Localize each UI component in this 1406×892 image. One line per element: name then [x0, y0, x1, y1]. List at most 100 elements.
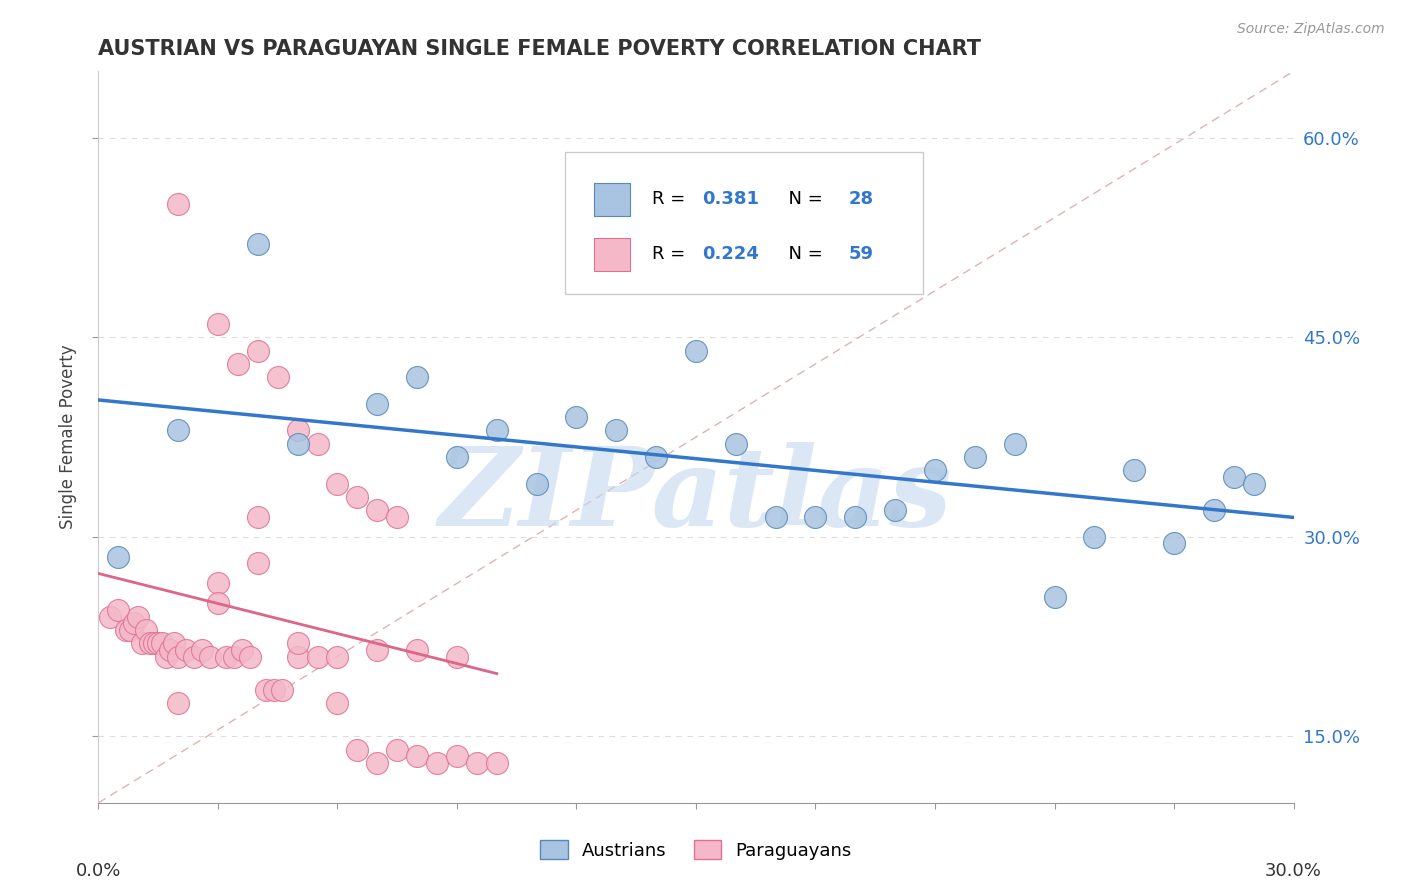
Text: AUSTRIAN VS PARAGUAYAN SINGLE FEMALE POVERTY CORRELATION CHART: AUSTRIAN VS PARAGUAYAN SINGLE FEMALE POV…	[98, 38, 981, 59]
FancyBboxPatch shape	[565, 152, 924, 294]
Point	[287, 424, 309, 438]
Point	[685, 343, 707, 358]
Point	[155, 649, 177, 664]
Point	[366, 643, 388, 657]
Point	[159, 643, 181, 657]
Text: R =: R =	[652, 245, 690, 263]
Text: 0.0%: 0.0%	[76, 862, 121, 880]
Point	[148, 636, 170, 650]
Legend: Austrians, Paraguayans: Austrians, Paraguayans	[533, 833, 859, 867]
Point	[246, 343, 269, 358]
Point	[124, 616, 146, 631]
Point	[143, 636, 166, 650]
Point	[307, 649, 329, 664]
Point	[1243, 476, 1265, 491]
Point	[115, 623, 138, 637]
Point	[246, 557, 269, 571]
Point	[465, 756, 488, 770]
Point	[1083, 530, 1105, 544]
Point	[287, 636, 309, 650]
Point	[107, 549, 129, 564]
Text: Source: ZipAtlas.com: Source: ZipAtlas.com	[1237, 22, 1385, 37]
Point	[207, 596, 229, 610]
Point	[804, 509, 827, 524]
Point	[270, 682, 292, 697]
Point	[485, 424, 508, 438]
Point	[167, 197, 190, 211]
Point	[246, 509, 269, 524]
Point	[924, 463, 946, 477]
Point	[263, 682, 285, 697]
Point	[307, 436, 329, 450]
Point	[239, 649, 262, 664]
Text: R =: R =	[652, 190, 690, 209]
Point	[366, 397, 388, 411]
Point	[139, 636, 162, 650]
Text: ZIPatlas: ZIPatlas	[439, 442, 953, 549]
Point	[120, 623, 142, 637]
Point	[1004, 436, 1026, 450]
Point	[191, 643, 214, 657]
Point	[183, 649, 205, 664]
Point	[150, 636, 173, 650]
Point	[326, 476, 349, 491]
Point	[1163, 536, 1185, 550]
Point	[406, 749, 429, 764]
Text: N =: N =	[778, 245, 828, 263]
Point	[215, 649, 238, 664]
Point	[198, 649, 221, 664]
Point	[174, 643, 197, 657]
Point	[222, 649, 245, 664]
Point	[167, 649, 190, 664]
Point	[254, 682, 277, 697]
Point	[167, 424, 190, 438]
Point	[207, 576, 229, 591]
Point	[346, 742, 368, 756]
Point	[844, 509, 866, 524]
Point	[246, 237, 269, 252]
Point	[724, 436, 747, 450]
Point	[167, 696, 190, 710]
Point	[226, 357, 249, 371]
Text: 0.224: 0.224	[702, 245, 759, 263]
Point	[127, 609, 149, 624]
Point	[366, 503, 388, 517]
Point	[605, 424, 627, 438]
Point	[326, 649, 349, 664]
Point	[131, 636, 153, 650]
Text: 59: 59	[849, 245, 875, 263]
Point	[163, 636, 186, 650]
Point	[406, 643, 429, 657]
Point	[1043, 590, 1066, 604]
Point	[446, 450, 468, 464]
Point	[287, 436, 309, 450]
Point	[385, 742, 409, 756]
Point	[287, 649, 309, 664]
Point	[485, 756, 508, 770]
Point	[135, 623, 157, 637]
Point	[765, 509, 787, 524]
Point	[565, 410, 588, 425]
Point	[1123, 463, 1146, 477]
Point	[366, 756, 388, 770]
Y-axis label: Single Female Poverty: Single Female Poverty	[59, 345, 77, 529]
Text: 0.381: 0.381	[702, 190, 759, 209]
Point	[645, 450, 668, 464]
Point	[426, 756, 449, 770]
Point	[346, 490, 368, 504]
Text: 28: 28	[849, 190, 875, 209]
Point	[207, 317, 229, 331]
Point	[385, 509, 409, 524]
Point	[231, 643, 253, 657]
Point	[963, 450, 986, 464]
Text: 30.0%: 30.0%	[1265, 862, 1322, 880]
Point	[326, 696, 349, 710]
Point	[1223, 470, 1246, 484]
Point	[446, 749, 468, 764]
Point	[267, 370, 290, 384]
Point	[406, 370, 429, 384]
FancyBboxPatch shape	[595, 238, 630, 270]
FancyBboxPatch shape	[595, 183, 630, 216]
Text: N =: N =	[778, 190, 828, 209]
Point	[98, 609, 122, 624]
